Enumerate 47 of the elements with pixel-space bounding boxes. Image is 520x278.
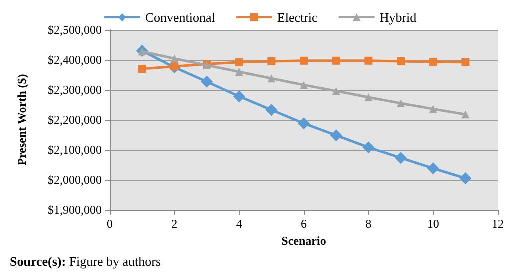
x-axis-title: Scenario: [282, 234, 326, 248]
point: [427, 162, 440, 175]
point: [235, 68, 244, 76]
x-tick-label: 12: [492, 217, 504, 231]
y-tick-label: $2,500,000: [48, 23, 102, 37]
point: [397, 58, 405, 66]
y-tick-label: $2,400,000: [48, 53, 102, 67]
point: [201, 76, 213, 88]
x-tick-label: 8: [366, 217, 372, 231]
y-tick-label: $2,200,000: [48, 113, 102, 127]
point: [235, 58, 244, 66]
x-tick-label: 0: [107, 217, 113, 231]
legend-label: Conventional: [145, 10, 216, 25]
x-tick-label: 10: [427, 217, 440, 231]
point: [332, 56, 340, 65]
y-tick-label: $2,100,000: [48, 143, 102, 157]
point: [429, 105, 438, 114]
point: [429, 58, 438, 66]
source-note: Source(s): Figure by authors: [10, 254, 162, 269]
point: [362, 142, 375, 154]
y-tick-label: $2,000,000: [48, 173, 102, 187]
point: [462, 58, 470, 66]
y-tick-label: $2,300,000: [48, 83, 102, 97]
point: [462, 110, 470, 119]
point: [395, 152, 407, 164]
y-tick-label: $1,900,000: [48, 203, 102, 217]
point: [332, 87, 340, 96]
point: [268, 58, 276, 66]
x-tick-label: 6: [301, 217, 307, 231]
point: [233, 90, 246, 103]
legend-label: Electric: [277, 10, 318, 25]
point: [364, 56, 373, 65]
point: [330, 130, 342, 142]
point: [170, 54, 179, 63]
point: [298, 118, 310, 130]
x-tick-label: 2: [172, 217, 178, 231]
point: [138, 65, 146, 73]
point: [460, 172, 472, 184]
y-axis-title: Present Worth ($): [15, 74, 29, 166]
x-tick-label: 4: [236, 217, 242, 231]
point: [268, 74, 276, 83]
point: [300, 56, 308, 65]
point: [300, 81, 308, 90]
point: [397, 100, 405, 108]
legend-label: Hybrid: [380, 10, 418, 25]
point: [364, 94, 373, 102]
point: [266, 104, 278, 116]
